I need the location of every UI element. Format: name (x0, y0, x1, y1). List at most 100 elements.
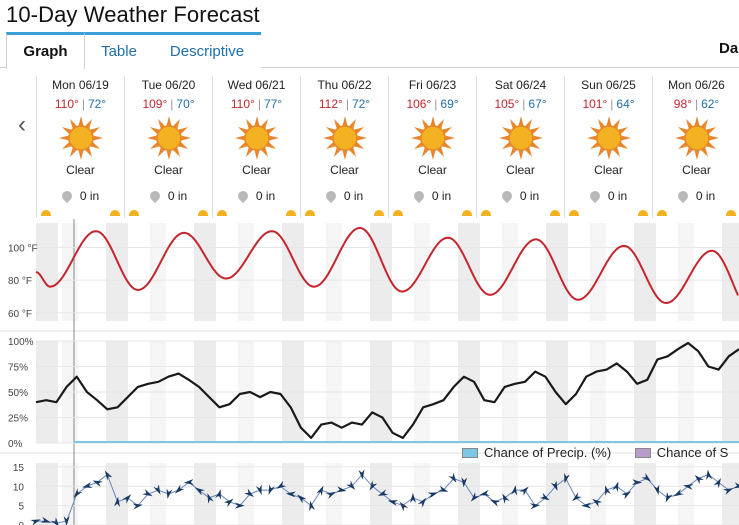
wind-direction-arrow (723, 488, 734, 495)
evening-band (326, 463, 342, 525)
sunset-icon (726, 210, 736, 216)
wind-direction-arrow (427, 492, 439, 499)
sunrise-icon (393, 210, 403, 216)
legend-swatch-precip (462, 448, 478, 458)
sunset-icon (550, 210, 560, 216)
day-precip: 0 in (213, 188, 300, 216)
day-condition: Clear (242, 163, 271, 177)
day-high-temp: 110° (230, 97, 255, 111)
wind-direction-arrow (612, 481, 619, 492)
wind-tick-label: 10 (13, 482, 25, 493)
wind-direction-arrow (114, 496, 120, 508)
sun-icon (674, 116, 719, 160)
sun-icon (234, 116, 279, 160)
day-condition: Clear (154, 163, 183, 177)
day-temps: 112° | 72° (301, 97, 388, 113)
wind-direction-arrow (369, 480, 378, 491)
wind-direction-arrow (82, 482, 93, 488)
day-temps: 109° | 70° (125, 97, 212, 113)
cloud-tick-label: 100% (8, 337, 34, 348)
day-precip: 0 in (653, 188, 739, 216)
day-card[interactable]: Sun 06/25 101° | 64° Clear 0 in (564, 76, 652, 218)
raindrop-icon (411, 188, 426, 204)
legend-swatch-snow (634, 448, 651, 458)
day-low-temp: 69° (440, 97, 459, 111)
chevron-left-icon[interactable]: ‹ (18, 111, 26, 138)
wind-tick-label: 15 (13, 463, 25, 474)
legend-item-precip[interactable]: Chance of Precip. (%) (462, 445, 611, 460)
wind-direction-arrow (592, 498, 603, 508)
wind-direction-arrow (448, 472, 457, 483)
day-card[interactable]: Tue 06/20 109° | 70° Clear 0 in (124, 76, 212, 218)
day-precip-amount: 0 in (167, 189, 188, 203)
day-precip: 0 in (301, 188, 388, 216)
day-date: Sun 06/25 (581, 78, 636, 92)
sunrise-icon (129, 210, 139, 216)
wind-direction-arrow (706, 469, 713, 480)
day-card[interactable]: Wed 06/21 110° | 77° Clear 0 in (212, 76, 300, 218)
sunrise-icon (569, 210, 579, 216)
day-strip: Mon 06/19 110° | 72° Clear 0 in Tue 06/20 109° |… (36, 76, 739, 218)
wind-direction-arrow (417, 497, 427, 508)
temp-separator: | (345, 97, 349, 111)
wind-direction-arrow (437, 485, 449, 492)
day-card[interactable]: Fri 06/23 106° | 69° Clear 0 in (388, 76, 476, 218)
wind-direction-arrow (276, 481, 287, 489)
wind-direction-arrow (92, 480, 103, 488)
day-high-temp: 105° (494, 97, 520, 111)
cloud-tick-label: 0% (8, 439, 23, 450)
wind-direction-arrow (285, 491, 296, 498)
temp-separator: | (81, 97, 85, 111)
night-band (458, 223, 480, 321)
sun-icon (498, 116, 543, 160)
night-band (106, 223, 128, 321)
temp-tick-label: 60 °F (8, 309, 32, 320)
wind-direction-arrow (605, 485, 611, 496)
raindrop-icon (499, 188, 514, 204)
day-date: Mon 06/19 (52, 78, 109, 92)
legend-item-snow[interactable]: Chance of S (634, 445, 729, 460)
wind-direction-arrow (713, 478, 722, 489)
sunset-icon (462, 210, 472, 216)
sun-icon (586, 116, 631, 160)
tab-graph[interactable]: Graph (6, 32, 85, 69)
day-precip-amount: 0 in (255, 189, 276, 203)
day-high-temp: 101° (582, 97, 608, 111)
day-temps: 110° | 77° (213, 97, 300, 113)
night-band (194, 463, 216, 525)
day-low-temp: 64° (616, 97, 635, 111)
day-card[interactable]: Sat 06/24 105° | 67° Clear 0 in (476, 76, 564, 218)
day-low-temp: 72° (351, 97, 371, 111)
day-precip: 0 in (565, 188, 652, 216)
raindrop-icon (675, 188, 690, 204)
temperature-line (35, 226, 739, 305)
day-precip: 0 in (37, 188, 124, 216)
wind-direction-arrow (194, 487, 205, 496)
evening-band (590, 463, 606, 525)
day-low-temp: 62° (701, 97, 720, 111)
wind-direction-arrow (358, 469, 365, 480)
wind-direction-arrow (511, 485, 518, 496)
day-precip: 0 in (477, 188, 564, 216)
tab-right-label[interactable]: Da (719, 40, 739, 57)
day-card[interactable]: Mon 06/19 110° | 72° Clear 0 in (36, 76, 124, 218)
day-card[interactable]: Thu 06/22 112° | 72° Clear 0 in (300, 76, 388, 218)
wind-direction-arrow (479, 490, 490, 496)
day-precip: 0 in (125, 188, 212, 216)
night-band (194, 223, 216, 321)
wind-direction-arrow (621, 491, 632, 500)
legend-label-snow: Chance of S (656, 445, 729, 460)
wind-direction-arrow (377, 489, 389, 496)
tab-table[interactable]: Table (85, 32, 153, 68)
wind-direction-arrow (470, 492, 480, 502)
wind-direction-arrow (550, 480, 558, 491)
wind-direction-arrow (316, 485, 324, 496)
day-low-temp: 72° (87, 97, 107, 111)
wind-direction-arrow (489, 499, 501, 507)
tab-descriptive[interactable]: Descriptive (153, 32, 261, 68)
day-card[interactable]: Mon 06/26 98° | 62° Clear 0 in (652, 76, 739, 218)
legend-label-precip: Chance of Precip. (%) (484, 445, 612, 460)
day-condition: Clear (682, 163, 711, 177)
day-date: Fri 06/23 (408, 78, 457, 92)
temp-separator: | (257, 97, 261, 111)
